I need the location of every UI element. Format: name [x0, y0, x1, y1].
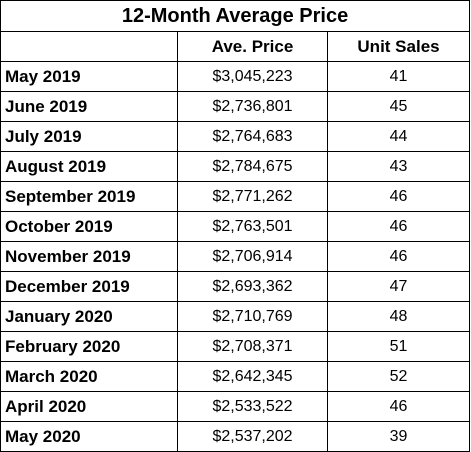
units-cell: 39: [326, 421, 471, 452]
table-row: November 2019 $2,706,914 46: [0, 241, 471, 272]
month-cell: July 2019: [0, 121, 178, 152]
month-header: [0, 31, 178, 62]
table-row: September 2019 $2,771,262 46: [0, 181, 471, 212]
units-header: Unit Sales: [326, 31, 471, 62]
month-cell: June 2019: [0, 91, 178, 122]
month-cell: March 2020: [0, 361, 178, 392]
table-row: January 2020 $2,710,769 48: [0, 301, 471, 332]
title-row: 12-Month Average Price: [0, 0, 471, 32]
units-cell: 46: [326, 391, 471, 422]
table-row: June 2019 $2,736,801 45: [0, 91, 471, 122]
month-cell: February 2020: [0, 331, 178, 362]
month-cell: May 2019: [0, 61, 178, 92]
month-cell: October 2019: [0, 211, 178, 242]
units-cell: 51: [326, 331, 471, 362]
table-row: August 2019 $2,784,675 43: [0, 151, 471, 182]
price-cell: $2,706,914: [177, 241, 328, 272]
price-cell: $2,710,769: [177, 301, 328, 332]
units-cell: 46: [326, 181, 471, 212]
price-cell: $2,784,675: [177, 151, 328, 182]
table-row: February 2020 $2,708,371 51: [0, 331, 471, 362]
price-cell: $2,771,262: [177, 181, 328, 212]
table-row: April 2020 $2,533,522 46: [0, 391, 471, 422]
units-cell: 48: [326, 301, 471, 332]
month-cell: May 2020: [0, 421, 178, 452]
table-title: 12-Month Average Price: [0, 0, 471, 32]
units-cell: 52: [326, 361, 471, 392]
units-cell: 46: [326, 211, 471, 242]
price-cell: $2,736,801: [177, 91, 328, 122]
units-cell: 45: [326, 91, 471, 122]
price-cell: $2,533,522: [177, 391, 328, 422]
month-cell: September 2019: [0, 181, 178, 212]
table-row: May 2020 $2,537,202 39: [0, 421, 471, 452]
header-row: Ave. Price Unit Sales: [0, 31, 471, 62]
table-row: December 2019 $2,693,362 47: [0, 271, 471, 302]
month-cell: April 2020: [0, 391, 178, 422]
price-cell: $2,693,362: [177, 271, 328, 302]
price-cell: $2,537,202: [177, 421, 328, 452]
price-cell: $2,763,501: [177, 211, 328, 242]
table-row: March 2020 $2,642,345 52: [0, 361, 471, 392]
units-cell: 44: [326, 121, 471, 152]
units-cell: 43: [326, 151, 471, 182]
month-cell: August 2019: [0, 151, 178, 182]
month-cell: November 2019: [0, 241, 178, 272]
table-row: July 2019 $2,764,683 44: [0, 121, 471, 152]
units-cell: 41: [326, 61, 471, 92]
units-cell: 46: [326, 241, 471, 272]
month-cell: January 2020: [0, 301, 178, 332]
price-cell: $2,764,683: [177, 121, 328, 152]
price-cell: $2,642,345: [177, 361, 328, 392]
table-row: October 2019 $2,763,501 46: [0, 211, 471, 242]
price-cell: $2,708,371: [177, 331, 328, 362]
price-header: Ave. Price: [177, 31, 328, 62]
table-row: May 2019 $3,045,223 41: [0, 61, 471, 92]
price-cell: $3,045,223: [177, 61, 328, 92]
units-cell: 47: [326, 271, 471, 302]
month-cell: December 2019: [0, 271, 178, 302]
